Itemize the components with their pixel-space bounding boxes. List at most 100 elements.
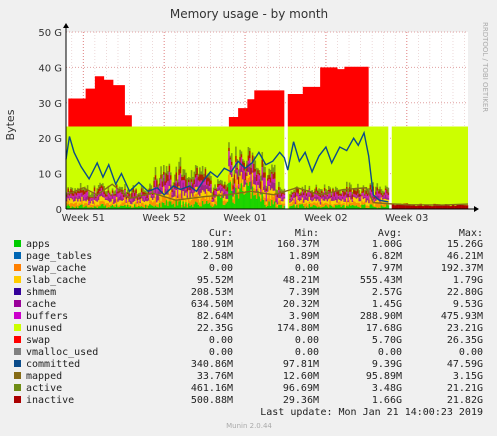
legend-value-avg: 6.82M bbox=[372, 251, 402, 262]
stack-bar bbox=[357, 188, 359, 194]
stack-bar bbox=[283, 205, 286, 209]
stack-bar bbox=[347, 202, 349, 205]
stack-bar bbox=[230, 174, 233, 178]
stack-bar bbox=[239, 149, 241, 157]
x-tick-labels: Week 51 Week 52 Week 01 Week 02 Week 03 bbox=[62, 213, 429, 224]
stack-bar bbox=[300, 204, 302, 209]
legend-value-avg: 9.39G bbox=[372, 359, 402, 370]
stack-bar bbox=[250, 193, 252, 199]
stack-bar bbox=[352, 195, 355, 197]
stack-bar bbox=[175, 180, 178, 184]
stack-bar bbox=[171, 192, 173, 195]
legend-swatch bbox=[14, 288, 21, 295]
stack-bar bbox=[369, 204, 372, 209]
stack-bar bbox=[114, 193, 117, 196]
stack-bar bbox=[125, 206, 128, 209]
stack-bar bbox=[316, 207, 319, 209]
stack-bar bbox=[222, 204, 225, 209]
stack-bar bbox=[315, 196, 318, 201]
stack-bar bbox=[354, 197, 356, 202]
stack-bar bbox=[95, 198, 97, 200]
stack-bar bbox=[182, 169, 185, 177]
stack-bar bbox=[82, 207, 85, 209]
stack-bar bbox=[311, 206, 313, 209]
stack-bar bbox=[246, 179, 248, 183]
stack-bar bbox=[225, 190, 227, 195]
stack-bar bbox=[380, 205, 383, 209]
stack-bar bbox=[410, 205, 413, 209]
stack-bar bbox=[260, 181, 262, 190]
stack-bar bbox=[312, 205, 315, 209]
stack-bar bbox=[358, 201, 361, 203]
stack-bar bbox=[228, 151, 230, 159]
stack-bar bbox=[190, 179, 193, 182]
stack-bar bbox=[154, 175, 157, 180]
stack-bar bbox=[113, 204, 115, 206]
stack-bar bbox=[225, 185, 227, 190]
stack-bar bbox=[347, 204, 349, 207]
stack-bar bbox=[272, 190, 275, 197]
legend-value-avg: 288.90M bbox=[360, 311, 402, 322]
stack-bar bbox=[325, 194, 327, 197]
stack-bar bbox=[316, 199, 319, 203]
stack-bar bbox=[362, 199, 365, 203]
stack-bar bbox=[145, 195, 147, 197]
stack-bar bbox=[153, 187, 155, 197]
stack-bar bbox=[81, 193, 83, 197]
stack-bar bbox=[102, 190, 104, 195]
stack-bar bbox=[347, 200, 349, 203]
stack-bar bbox=[359, 194, 362, 197]
stack-bar bbox=[372, 182, 374, 187]
stack-bar bbox=[384, 189, 387, 195]
stack-bar bbox=[139, 201, 142, 204]
stack-bar bbox=[318, 195, 320, 199]
stack-bar bbox=[121, 194, 124, 199]
stack-bar bbox=[222, 197, 225, 201]
stack-bar bbox=[201, 182, 204, 185]
stack-bar bbox=[318, 188, 320, 193]
stack-bar bbox=[305, 196, 308, 198]
stack-bar bbox=[294, 197, 297, 203]
stack-bar bbox=[190, 185, 193, 194]
stack-bar bbox=[206, 189, 208, 192]
stack-bar bbox=[237, 191, 240, 199]
stack-bar bbox=[280, 203, 283, 205]
legend-value-avg: 3.48G bbox=[372, 383, 402, 394]
stack-bar bbox=[97, 196, 100, 201]
stack-bar bbox=[297, 207, 300, 209]
stack-bar bbox=[194, 184, 197, 188]
stack-bar bbox=[456, 204, 459, 209]
stack-bar bbox=[258, 193, 261, 197]
stack-bar bbox=[71, 199, 74, 204]
stack-bar bbox=[115, 192, 118, 197]
stack-bar bbox=[194, 201, 197, 209]
stack-bar bbox=[133, 190, 136, 193]
x-tick-label: Week 03 bbox=[385, 213, 428, 224]
stack-bar bbox=[226, 201, 229, 209]
stack-bar bbox=[301, 200, 304, 205]
stack-bar bbox=[354, 196, 356, 198]
stack-bar bbox=[70, 203, 72, 208]
stack-bar bbox=[201, 200, 204, 209]
stack-bar bbox=[369, 189, 372, 194]
stack-bar bbox=[228, 142, 230, 148]
stack-bar bbox=[100, 183, 103, 186]
stack-bar bbox=[254, 160, 257, 169]
stack-bar bbox=[135, 189, 137, 194]
stack-bar bbox=[280, 191, 283, 197]
stack-bar bbox=[305, 202, 308, 207]
stack-bar bbox=[355, 191, 358, 196]
stack-bar bbox=[257, 170, 259, 174]
stack-bar bbox=[240, 154, 243, 158]
stack-bar bbox=[97, 193, 100, 197]
stack-bar bbox=[291, 191, 294, 193]
legend-name: inactive bbox=[26, 395, 74, 406]
stack-bar bbox=[348, 195, 351, 198]
stack-bar bbox=[97, 188, 100, 194]
legend-name: mapped bbox=[26, 371, 62, 382]
stack-bar bbox=[243, 179, 246, 187]
stack-bar bbox=[72, 193, 75, 196]
stack-bar bbox=[346, 191, 348, 194]
legend-value-max: 26.35G bbox=[447, 335, 483, 346]
stack-bar bbox=[161, 195, 164, 203]
